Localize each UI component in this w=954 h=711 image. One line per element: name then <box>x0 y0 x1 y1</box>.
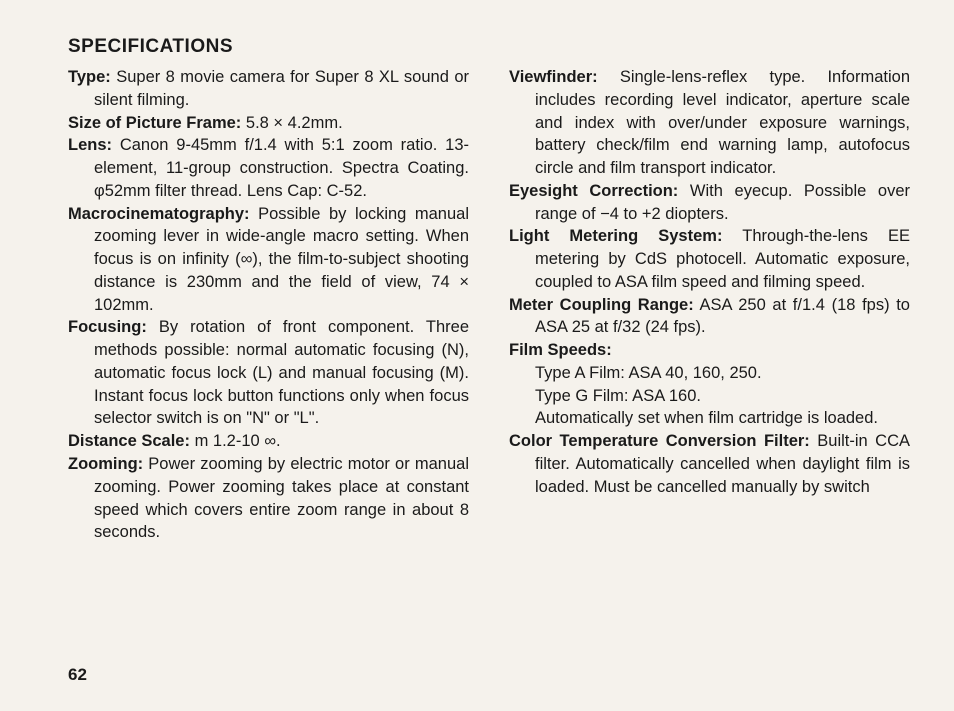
spec-text: m 1.2-10 ∞. <box>190 432 281 450</box>
spec-entry: Eyesight Correction: With eyecup. Possib… <box>509 180 910 226</box>
spec-label: Film Speeds: <box>509 341 612 359</box>
spec-text: Type A Film: ASA 40, 160, 250. Type G Fi… <box>535 364 878 428</box>
spec-entry: Color Temperature Conversion Filter: Bui… <box>509 430 910 498</box>
spec-text: Power zooming by electric motor or manua… <box>94 455 469 541</box>
spec-entry: Viewfinder: Single-lens-reflex type. Inf… <box>509 66 910 180</box>
spec-entry: Film Speeds: Type A Film: ASA 40, 160, 2… <box>509 339 910 430</box>
spec-label: Zooming: <box>68 455 143 473</box>
spec-text: Canon 9-45mm f/1.4 with 5:1 zoom ratio. … <box>94 136 469 200</box>
spec-entry: Meter Coupling Range: ASA 250 at f/1.4 (… <box>509 294 910 340</box>
spec-entry: Lens: Canon 9-45mm f/1.4 with 5:1 zoom r… <box>68 134 469 202</box>
spec-label: Eyesight Correction: <box>509 182 678 200</box>
spec-entry: Type: Super 8 movie camera for Super 8 X… <box>68 66 469 112</box>
spec-entry: Focusing: By rotation of front component… <box>68 316 469 430</box>
spec-entry: Zooming: Power zooming by electric motor… <box>68 453 469 544</box>
spec-label: Viewfinder: <box>509 68 598 86</box>
section-heading: SPECIFICATIONS <box>68 36 910 58</box>
spec-label: Focusing: <box>68 318 147 336</box>
spec-label: Size of Picture Frame: <box>68 114 241 132</box>
spec-label: Type: <box>68 68 111 86</box>
spec-entry: Macrocinematography: Possible by locking… <box>68 203 469 317</box>
spec-label: Lens: <box>68 136 112 154</box>
spec-entry: Distance Scale: m 1.2-10 ∞. <box>68 430 469 453</box>
spec-entry: Size of Picture Frame: 5.8 × 4.2mm. <box>68 112 469 135</box>
spec-label: Macrocinematography: <box>68 205 250 223</box>
spec-text: By rotation of front component. Three me… <box>94 318 469 427</box>
spec-label: Light Metering System: <box>509 227 722 245</box>
spec-label: Distance Scale: <box>68 432 190 450</box>
spec-label: Color Temperature Conversion Filter: <box>509 432 810 450</box>
page-number: 62 <box>68 665 87 685</box>
spec-text: Super 8 movie camera for Super 8 XL soun… <box>94 68 469 109</box>
spec-columns: Type: Super 8 movie camera for Super 8 X… <box>68 66 910 544</box>
spec-label: Meter Coupling Range: <box>509 296 694 314</box>
spec-entry: Light Metering System: Through-the-lens … <box>509 225 910 293</box>
spec-text: 5.8 × 4.2mm. <box>241 114 342 132</box>
